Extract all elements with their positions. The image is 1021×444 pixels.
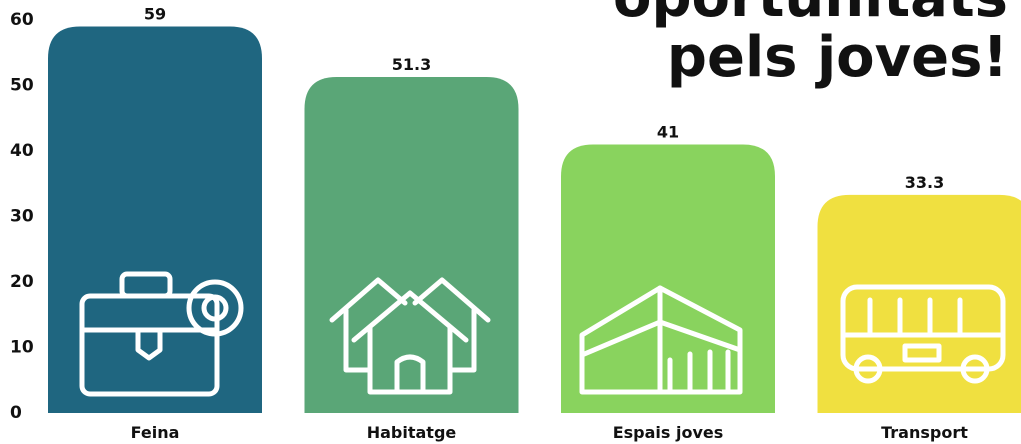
x-tick-label: Espais joves — [613, 423, 724, 442]
x-tick-label: Habitatge — [367, 423, 457, 442]
chart-title: oportunitats — [613, 0, 1008, 30]
y-tick-label: 60 — [10, 10, 34, 30]
chart-title: pels joves! — [667, 25, 1008, 90]
building-icon — [579, 285, 743, 395]
value-label: 51.3 — [392, 55, 431, 74]
y-tick-label: 30 — [10, 207, 34, 227]
bar — [817, 194, 1021, 413]
x-tick-label: Feina — [131, 423, 180, 442]
bar — [304, 76, 519, 414]
value-label: 59 — [144, 5, 166, 24]
y-tick-label: 40 — [10, 141, 34, 161]
icons — [79, 271, 1006, 397]
houses-icon — [329, 277, 491, 395]
x-tick-label: Transport — [881, 423, 968, 442]
bus-icon — [840, 284, 1006, 384]
y-tick-label: 10 — [10, 338, 34, 358]
y-tick-label: 20 — [10, 272, 34, 292]
value-label: 33.3 — [905, 173, 944, 192]
value-label: 41 — [657, 122, 679, 141]
briefcase-icon — [79, 271, 244, 397]
y-tick-label: 0 — [10, 403, 22, 423]
y-tick-label: 50 — [10, 76, 34, 96]
